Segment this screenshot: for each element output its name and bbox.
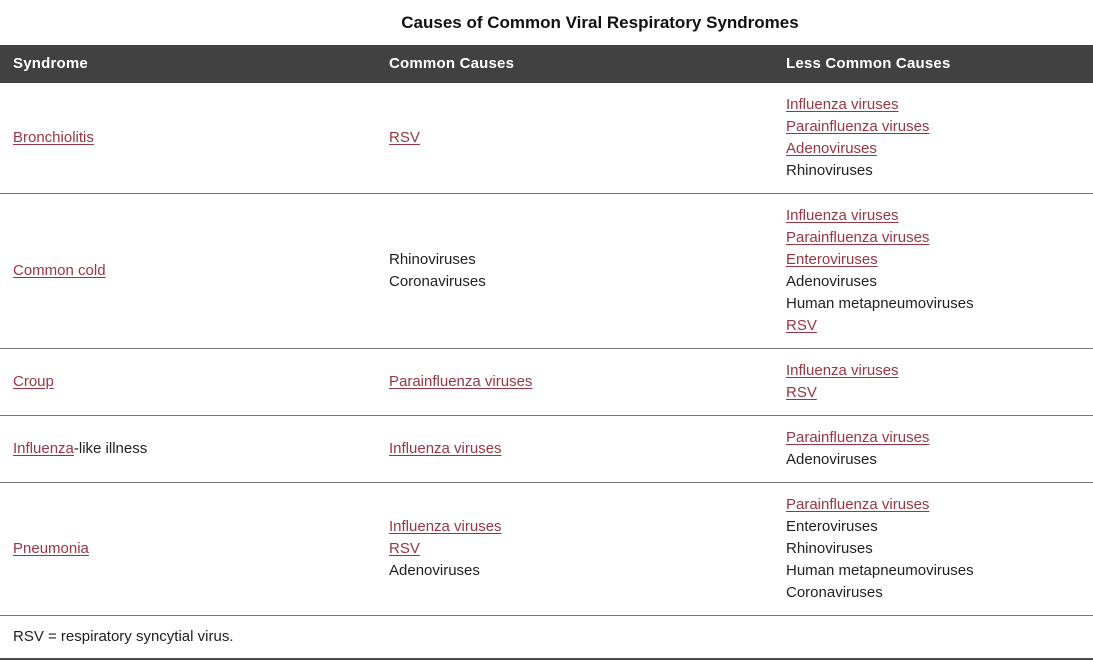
virus-link[interactable]: Influenza viruses: [786, 96, 899, 113]
virus-link[interactable]: RSV: [389, 540, 420, 557]
cause-line: RSV: [389, 538, 760, 560]
cause-line: Parainfluenza viruses: [786, 116, 1080, 138]
table-footer: RSV = respiratory syncytial virus.: [0, 615, 1093, 660]
virus-text: Adenoviruses: [786, 451, 877, 468]
virus-link[interactable]: Influenza viruses: [389, 440, 502, 457]
footnote: RSV = respiratory syncytial virus.: [0, 615, 1093, 660]
virus-text: Human metapneumoviruses: [786, 562, 974, 579]
syndrome-link[interactable]: Influenza: [13, 440, 74, 457]
cause-line: Enteroviruses: [786, 516, 1080, 538]
virus-link[interactable]: RSV: [786, 384, 817, 401]
virus-link[interactable]: RSV: [786, 317, 817, 334]
table-row: Pneumonia Influenza viruses RSV Adenoviruse…: [0, 482, 1093, 616]
cause-line: Influenza viruses: [786, 205, 1080, 227]
cause-line: Parainfluenza viruses: [786, 494, 1080, 516]
virus-text: Rhinoviruses: [786, 540, 873, 557]
syndrome-text: -like illness: [73, 440, 148, 457]
table-row: Common cold Rhinoviruses Coronaviruses Infl…: [0, 193, 1093, 349]
cause-line: Adenoviruses: [786, 138, 1080, 160]
common-causes-cell: Parainfluenza viruses: [376, 348, 773, 416]
common-causes-cell: Influenza viruses RSV Adenoviruses: [376, 482, 773, 616]
less-common-causes-cell: Influenza viruses RSV: [773, 348, 1093, 416]
header-less-common-causes: Less Common Causes: [773, 45, 1093, 83]
viral-syndromes-table: Syndrome Common Causes Less Common Cause…: [0, 45, 1093, 660]
virus-link[interactable]: Adenoviruses: [786, 140, 877, 157]
virus-text: Rhinoviruses: [786, 162, 873, 179]
common-causes-cell: RSV: [376, 83, 773, 194]
virus-text: Human metapneumoviruses: [786, 295, 974, 312]
syndrome-link[interactable]: Common cold: [13, 262, 106, 279]
cause-line: Coronaviruses: [786, 582, 1080, 604]
table-row: Croup Parainfluenza viruses Influenza viru…: [0, 348, 1093, 416]
cause-line: Rhinoviruses: [786, 538, 1080, 560]
less-common-causes-cell: Parainfluenza viruses Adenoviruses: [773, 415, 1093, 483]
common-causes-cell: Influenza viruses: [376, 415, 773, 483]
cause-line: Coronaviruses: [389, 271, 760, 293]
cause-line: Influenza viruses: [786, 94, 1080, 116]
table-header: Syndrome Common Causes Less Common Cause…: [0, 45, 1093, 83]
common-causes-cell: Rhinoviruses Coronaviruses: [376, 193, 773, 349]
syndrome-cell: Bronchiolitis: [0, 83, 376, 194]
virus-link[interactable]: RSV: [389, 129, 420, 146]
header-common-causes: Common Causes: [376, 45, 773, 83]
syndrome-cell: Pneumonia: [0, 482, 376, 616]
virus-link[interactable]: Enteroviruses: [786, 251, 878, 268]
virus-text: Coronaviruses: [389, 273, 486, 290]
virus-text: Rhinoviruses: [389, 251, 476, 268]
table-row: Bronchiolitis RSV Influenza viruses Parainf…: [0, 83, 1093, 194]
cause-line: Rhinoviruses: [786, 160, 1080, 182]
cause-line: Adenoviruses: [389, 560, 760, 582]
syndrome-link[interactable]: Bronchiolitis: [13, 129, 94, 146]
syndrome-cell: Influenza-like illness: [0, 415, 376, 483]
cause-line: RSV: [786, 382, 1080, 404]
syndrome-cell: Common cold: [0, 193, 376, 349]
table-body: Bronchiolitis RSV Influenza viruses Parainf…: [0, 83, 1093, 616]
page-title: Causes of Common Viral Respiratory Syndr…: [401, 13, 799, 32]
cause-line: Influenza viruses: [389, 438, 760, 460]
header-syndrome: Syndrome: [0, 45, 376, 83]
cause-line: Influenza viruses: [786, 360, 1080, 382]
cause-line: RSV: [786, 315, 1080, 337]
cause-line: Enteroviruses: [786, 249, 1080, 271]
cause-line: Parainfluenza viruses: [786, 227, 1080, 249]
cause-line: Rhinoviruses: [389, 249, 760, 271]
virus-link[interactable]: Influenza viruses: [786, 207, 899, 224]
table-row: Influenza-like illness Influenza viruses P…: [0, 415, 1093, 483]
virus-link[interactable]: Parainfluenza viruses: [786, 229, 930, 246]
cause-line: Parainfluenza viruses: [786, 427, 1080, 449]
virus-link[interactable]: Influenza viruses: [389, 518, 502, 535]
virus-link[interactable]: Parainfluenza viruses: [786, 118, 930, 135]
cause-line: Adenoviruses: [786, 449, 1080, 471]
header-row: Syndrome Common Causes Less Common Cause…: [0, 45, 1093, 83]
virus-text: Adenoviruses: [786, 273, 877, 290]
syndrome-link[interactable]: Croup: [13, 373, 54, 390]
virus-link[interactable]: Parainfluenza viruses: [389, 373, 533, 390]
less-common-causes-cell: Influenza viruses Parainfluenza viruses Ad…: [773, 83, 1093, 194]
cause-line: Human metapneumoviruses: [786, 293, 1080, 315]
cause-line: RSV: [389, 127, 760, 149]
cause-line: Human metapneumoviruses: [786, 560, 1080, 582]
virus-text: Coronaviruses: [786, 584, 883, 601]
virus-text: Adenoviruses: [389, 562, 480, 579]
cause-line: Influenza viruses: [389, 516, 760, 538]
footnote-row: RSV = respiratory syncytial virus.: [0, 615, 1093, 660]
cause-line: Adenoviruses: [786, 271, 1080, 293]
less-common-causes-cell: Parainfluenza viruses Enteroviruses Rhinov…: [773, 482, 1093, 616]
virus-text: Enteroviruses: [786, 518, 878, 535]
virus-link[interactable]: Influenza viruses: [786, 362, 899, 379]
virus-link[interactable]: Parainfluenza viruses: [786, 429, 930, 446]
syndrome-cell: Croup: [0, 348, 376, 416]
cause-line: Parainfluenza viruses: [389, 371, 760, 393]
syndrome-link[interactable]: Pneumonia: [13, 540, 89, 557]
virus-link[interactable]: Parainfluenza viruses: [786, 496, 930, 513]
less-common-causes-cell: Influenza viruses Parainfluenza viruses En…: [773, 193, 1093, 349]
